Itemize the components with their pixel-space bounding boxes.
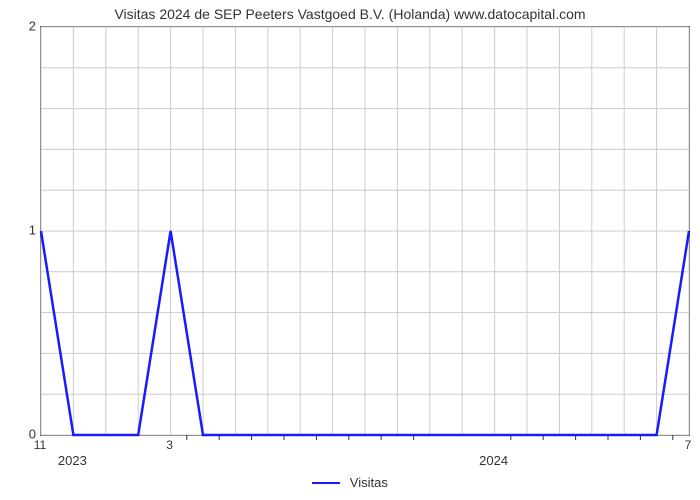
legend-label: Visitas xyxy=(350,475,388,490)
y-tick-label: 0 xyxy=(6,427,36,442)
x-year-label: 2024 xyxy=(479,453,508,468)
chart-svg xyxy=(41,27,689,435)
legend-swatch xyxy=(312,482,340,484)
chart-container: Visitas 2024 de SEP Peeters Vastgoed B.V… xyxy=(0,0,700,500)
legend: Visitas xyxy=(0,474,700,490)
x-year-label: 2023 xyxy=(58,453,87,468)
y-tick-label: 2 xyxy=(6,19,36,34)
x-sub-label: 3 xyxy=(166,438,173,452)
plot-area xyxy=(40,26,690,436)
chart-title: Visitas 2024 de SEP Peeters Vastgoed B.V… xyxy=(0,6,700,22)
x-sub-label: 11 xyxy=(34,438,46,452)
y-tick-label: 1 xyxy=(6,223,36,238)
x-sub-label: 7 xyxy=(685,438,692,452)
